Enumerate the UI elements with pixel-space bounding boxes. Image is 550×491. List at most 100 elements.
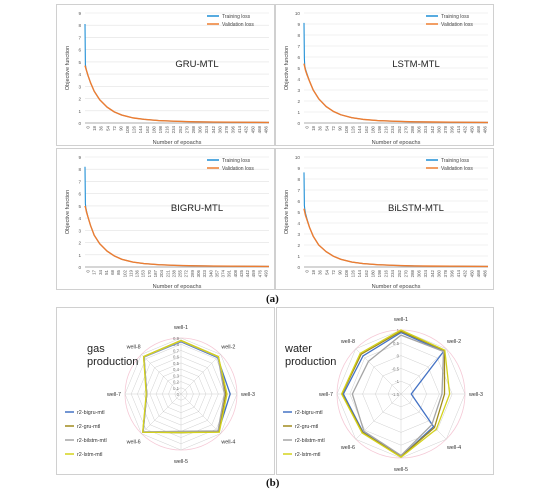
x-tick-label: 90 — [337, 125, 342, 130]
x-tick-label: 342 — [430, 269, 435, 277]
y-tick-label: 0 — [297, 265, 300, 270]
figure-label-b: (b) — [266, 477, 280, 489]
series-line-validation-loss — [303, 63, 489, 124]
y-tick-label: 0 — [78, 121, 81, 126]
radar-axis-label-well-8: well-8 — [126, 345, 141, 351]
y-tick-label: 5 — [297, 66, 300, 71]
x-tick-label: 68 — [110, 269, 115, 274]
x-tick-label: 306 — [196, 269, 201, 277]
x-tick-label: 221 — [165, 269, 170, 277]
y-tick-label: 6 — [297, 55, 300, 60]
radar-tick-label: 0.1 — [173, 386, 180, 391]
x-tick-label: 108 — [344, 269, 349, 277]
x-tick-label: 432 — [463, 125, 468, 133]
radar-axis-label-well-6: well-6 — [126, 439, 141, 445]
y-tick-label: 10 — [295, 155, 301, 160]
y-tick-label: 7 — [297, 188, 300, 193]
y-tick-label: 0 — [78, 265, 81, 270]
y-tick-label: 3 — [78, 228, 81, 233]
radar-tick-label: 0.2 — [173, 380, 180, 385]
x-tick-label: 340 — [208, 269, 213, 277]
x-tick-label: 360 — [217, 125, 222, 133]
x-tick-label: 216 — [384, 269, 389, 277]
x-tick-label: 378 — [443, 269, 448, 277]
x-tick-label: 414 — [456, 125, 461, 133]
x-tick-label: 378 — [224, 125, 229, 133]
radar-tick-label: -1 — [395, 379, 399, 384]
radar-tick-label: 0.5 — [393, 341, 400, 346]
y-tick-label: 2 — [78, 241, 81, 246]
y-tick-label: 0 — [297, 121, 300, 126]
x-tick-label: 198 — [377, 125, 382, 133]
x-tick-label: 108 — [125, 125, 130, 133]
x-tick-label: 144 — [357, 269, 362, 277]
x-tick-label: 468 — [476, 269, 481, 277]
radar-spoke — [141, 354, 182, 395]
x-tick-label: 187 — [153, 269, 158, 277]
radar-tick-label: 0.7 — [173, 348, 180, 353]
y-tick-label: 3 — [297, 88, 300, 93]
radar-spoke — [180, 393, 221, 434]
x-tick-label: 342 — [211, 125, 216, 133]
x-tick-label: 85 — [116, 269, 121, 274]
y-tick-label: 2 — [297, 243, 300, 248]
radar-spoke — [180, 354, 221, 395]
y-tick-label: 4 — [297, 77, 300, 82]
x-tick-label: 54 — [105, 125, 110, 130]
radar-axis-label-well-3: well-3 — [468, 392, 483, 398]
x-tick-label: 459 — [251, 269, 256, 277]
y-tick-label: 9 — [78, 155, 81, 160]
radar-axis-label-well-4: well-4 — [220, 439, 235, 445]
y-tick-label: 3 — [78, 84, 81, 89]
radar-tick-label: 0.6 — [173, 355, 180, 360]
y-tick-label: 4 — [297, 221, 300, 226]
y-tick-label: 5 — [78, 204, 81, 209]
x-tick-label: 170 — [147, 269, 152, 277]
radar-tick-label: 1 — [397, 328, 400, 333]
x-tick-label: 414 — [237, 125, 242, 133]
x-tick-label: 36 — [99, 125, 104, 130]
y-tick-label: 6 — [78, 192, 81, 197]
radar-spoke — [400, 393, 447, 440]
x-tick-label: 144 — [357, 125, 362, 133]
x-tick-label: 323 — [202, 269, 207, 277]
y-tick-label: 1 — [78, 109, 81, 114]
radar-axis-label-well-7: well-7 — [106, 392, 121, 398]
x-tick-label: 90 — [118, 125, 123, 130]
series-line-validation-loss — [303, 208, 489, 268]
x-tick-label: 432 — [244, 125, 249, 133]
x-tick-label: 476 — [257, 269, 262, 277]
x-tick-label: 234 — [390, 125, 395, 133]
x-tick-label: 72 — [331, 269, 336, 274]
x-tick-label: 288 — [191, 125, 196, 133]
y-tick-label: 8 — [297, 177, 300, 182]
y-tick-label: 6 — [297, 199, 300, 204]
y-tick-label: 5 — [78, 60, 81, 65]
x-tick-label: 432 — [463, 269, 468, 277]
y-axis-title: Objective function — [65, 46, 71, 90]
y-tick-label: 6 — [78, 48, 81, 53]
y-tick-label: 2 — [297, 99, 300, 104]
legend-label: r2-gru-mtl — [77, 424, 100, 430]
loss-panel-bigru: 0 1 2 3 4 5 6 7 8 9 0 17 34 51 68 85 102 119 136 153 170 187 2… — [56, 148, 275, 290]
radar-axis-label-well-1: well-1 — [393, 317, 408, 323]
legend-label: r2-bigru-mtl — [77, 410, 105, 416]
x-tick-label: 360 — [436, 125, 441, 133]
x-tick-label: 357 — [214, 269, 219, 277]
y-tick-label: 7 — [78, 35, 81, 40]
x-tick-label: 442 — [245, 269, 250, 277]
x-tick-label: 102 — [122, 269, 127, 277]
x-tick-label: 234 — [390, 269, 395, 277]
x-tick-label: 486 — [483, 269, 488, 277]
chart-title-bilstm: BiLSTM-MTL — [388, 203, 444, 214]
x-tick-label: 396 — [231, 125, 236, 133]
legend-label: Validation loss — [441, 166, 473, 172]
x-tick-label: 216 — [384, 125, 389, 133]
y-tick-label: 1 — [297, 254, 300, 259]
figure-label-a: (a) — [266, 293, 279, 305]
x-axis-title: Number of epoachs — [153, 284, 202, 290]
x-tick-label: 493 — [264, 269, 269, 277]
radar-axis-label-well-4: well-4 — [446, 445, 461, 451]
chart-title-water: production — [285, 356, 336, 368]
